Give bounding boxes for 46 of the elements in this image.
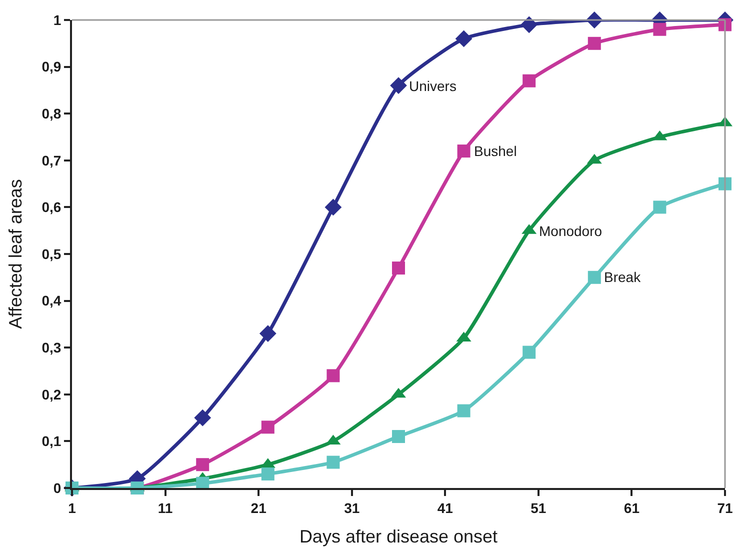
point [457,404,470,418]
point [261,467,274,480]
y-tick-label: 0,2 [42,386,62,402]
point [194,409,212,426]
point [261,420,274,434]
point [324,198,342,216]
y-tick-label: 0,5 [42,246,62,262]
x-tick-label: 71 [717,500,733,516]
point [588,270,601,284]
x-tick-label: 41 [437,500,454,516]
x-tick-label: 21 [250,500,267,516]
point [522,346,536,359]
point [326,456,340,469]
point [520,16,538,34]
series-label: Break [604,269,642,285]
point [455,30,472,48]
y-tick-label: 0,9 [42,58,62,75]
y-tick-label: 0,8 [42,106,62,122]
point [653,22,666,36]
point [457,144,470,158]
y-tick-label: 0,4 [42,292,62,309]
point [588,36,601,50]
series-label: Monodoro [539,223,602,239]
point [259,325,276,342]
point [653,200,666,214]
point [392,262,405,275]
x-tick-label: 51 [530,500,546,516]
x-tick-label: 1 [68,500,76,516]
y-tick-label: 1 [53,12,62,28]
point [522,74,536,88]
point [326,369,340,382]
y-tick-label: 0,6 [42,199,62,216]
y-tick-label: 0,3 [42,340,62,356]
point [390,77,407,94]
series-label: Bushel [474,143,517,159]
y-tick-label: 0 [53,480,62,496]
x-tick-label: 31 [344,500,360,516]
y-tick-label: 0,7 [42,152,62,168]
y-tick-label: 0,1 [42,433,62,450]
x-tick-label: 11 [158,500,173,516]
series-label: Univers [409,78,456,94]
point [392,430,405,444]
x-axis-title: Days after disease onset [299,526,498,546]
y-axis-title: Affected leaf areas [5,179,26,329]
x-tick-label: 61 [624,500,640,516]
point [196,458,210,472]
